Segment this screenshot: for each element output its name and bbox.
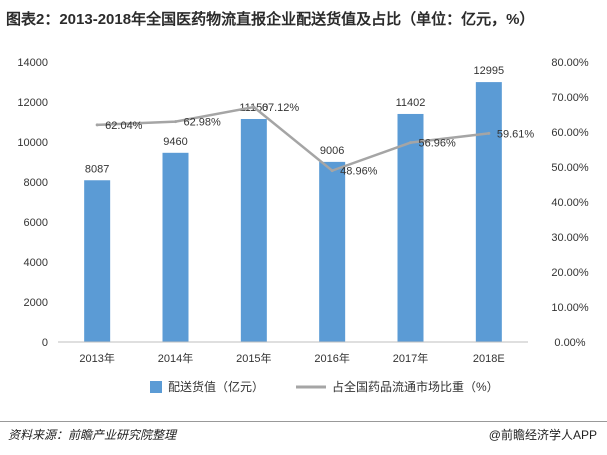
- bar-data-label: 9460: [163, 136, 187, 148]
- right-tick-label: 40.00%: [551, 197, 589, 209]
- left-axis: 0 2000 4000 6000 8000 10000 12000 14000: [17, 57, 48, 349]
- right-tick-label: 50.00%: [551, 162, 589, 174]
- left-tick-label: 0: [42, 337, 48, 349]
- legend-label-line: 占全国药品流通市场比重（%）: [332, 379, 499, 394]
- line-point: [95, 123, 99, 127]
- line-point: [330, 169, 334, 173]
- line-series: 62.04% 62.98% 67.12% 48.96% 56.96% 59.61%: [95, 102, 535, 178]
- legend-swatch-bar: [150, 381, 162, 393]
- bar: [397, 113, 424, 343]
- line-point: [487, 131, 491, 135]
- chart-title: 图表2：2013-2018年全国医药物流直报企业配送货值及占比（单位：亿元，%）: [6, 11, 535, 28]
- x-axis: 2013年 2014年 2015年 2016年 2017年 2018E: [58, 341, 528, 365]
- bar-data-label: 11402: [396, 97, 426, 109]
- x-tick-label: 2016年: [314, 351, 349, 365]
- right-tick-label: 20.00%: [551, 267, 589, 279]
- left-tick-label: 2000: [24, 297, 48, 309]
- left-tick-label: 14000: [17, 57, 48, 69]
- x-tick-label: 2014年: [158, 351, 193, 365]
- bar-data-label: 12995: [474, 65, 505, 77]
- line-point: [409, 141, 412, 145]
- combo-chart: 0 2000 4000 6000 8000 10000 12000 14000 0.00% 10…: [17, 57, 589, 394]
- right-tick-label: 30.00%: [551, 232, 589, 244]
- x-tick-label: 2017年: [393, 351, 428, 365]
- chart-area: 0 2000 4000 6000 8000 10000 12000 14000 0.00% 10…: [0, 40, 607, 400]
- left-tick-label: 12000: [17, 97, 48, 109]
- line-data-label: 62.04%: [105, 120, 143, 132]
- right-tick-label: 70.00%: [551, 92, 589, 104]
- bar: [84, 180, 111, 342]
- brand-credit: @前瞻经济学人APP: [488, 428, 597, 442]
- source-note: 资料来源：前瞻产业研究院整理: [8, 428, 177, 442]
- bar-data-label: 8087: [85, 163, 109, 175]
- line-point: [174, 120, 177, 124]
- line-data-label: 67.12%: [262, 102, 300, 114]
- line-data-label: 48.96%: [340, 166, 378, 178]
- left-tick-label: 4000: [24, 257, 48, 269]
- right-tick-label: 80.00%: [551, 57, 589, 69]
- legend: 配送货值（亿元） 占全国药品流通市场比重（%）: [150, 379, 499, 394]
- footer-divider: [0, 421, 607, 422]
- line-data-label: 59.61%: [497, 128, 535, 140]
- line-data-label: 56.96%: [419, 138, 457, 150]
- bar: [319, 161, 346, 342]
- legend-label-bar: 配送货值（亿元）: [168, 379, 264, 394]
- bar: [162, 152, 189, 342]
- right-tick-label: 60.00%: [551, 127, 589, 139]
- left-tick-label: 10000: [17, 137, 48, 149]
- line-point: [252, 105, 256, 109]
- left-tick-label: 8000: [24, 177, 48, 189]
- bar-data-label: 9006: [320, 145, 344, 157]
- series-line: [97, 105, 489, 173]
- x-tick-label: 2013年: [79, 351, 114, 365]
- line-data-label: 62.98%: [184, 117, 222, 129]
- right-tick-label: 0.00%: [554, 337, 585, 349]
- bar: [240, 119, 267, 342]
- x-tick-label: 2018E: [473, 353, 505, 365]
- right-tick-label: 10.00%: [551, 302, 589, 314]
- left-tick-label: 6000: [24, 217, 48, 229]
- right-axis: 0.00% 10.00% 20.00% 30.00% 40.00% 50.00% 60.00…: [551, 57, 589, 349]
- x-tick-label: 2015年: [236, 351, 271, 365]
- bar: [475, 82, 502, 342]
